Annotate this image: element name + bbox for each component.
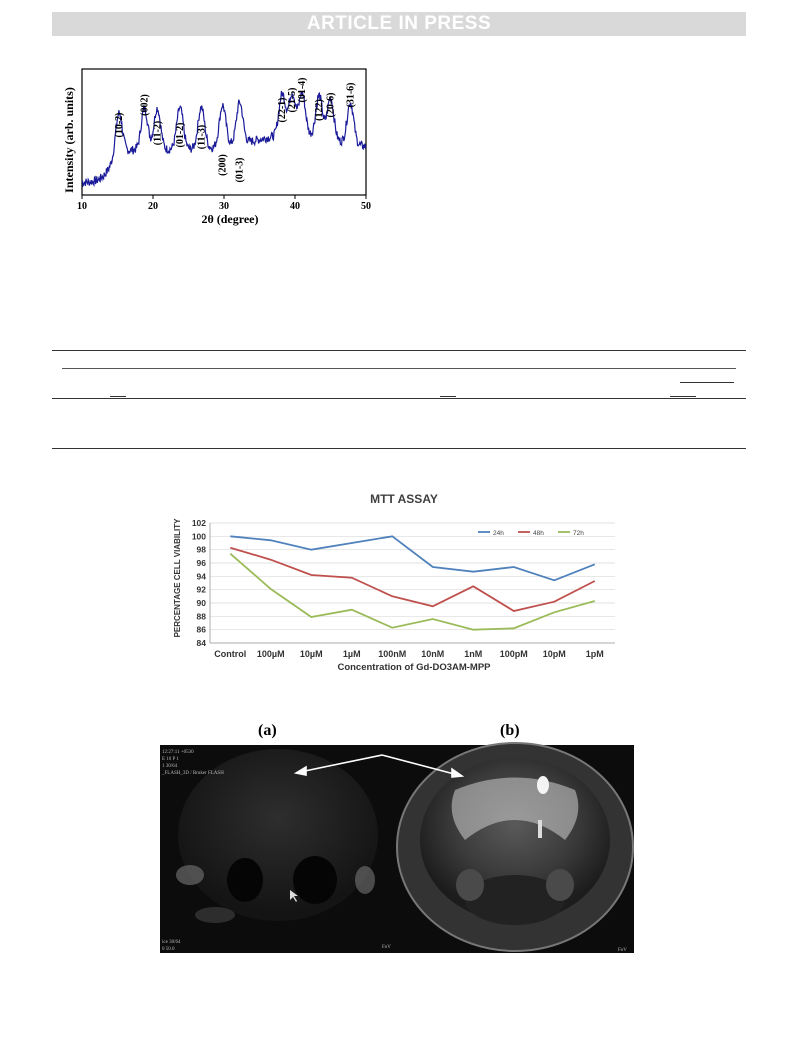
xrd-chart: (10-2) (002)(11-2) (01-2) (11-3) (200) (01-3)…: [62, 68, 371, 226]
xrd-x-tick-label: 50: [361, 201, 371, 212]
mtt-y-tick-label: 88: [197, 611, 207, 621]
mri-overlay-line: E 10 P 1: [162, 757, 179, 762]
mtt-y-tick-label: 86: [197, 625, 207, 635]
mri-panel-a-label: (a): [258, 722, 277, 739]
table-rule-mini2: [110, 396, 126, 397]
table-rule-mini1: [680, 382, 734, 383]
xrd-x-tick-label: 20: [148, 201, 158, 212]
mtt-x-tick-label: 100µM: [257, 649, 285, 659]
mri-fov-label: FoV: [382, 945, 391, 950]
xrd-peak-label: (122): [314, 99, 325, 121]
mtt-x-tick-label: Control: [214, 649, 246, 659]
mri-overlay-line: ice 30/64: [162, 940, 181, 945]
article-in-press-banner: ARTICLE IN PRESS: [52, 12, 746, 36]
mtt-x-tick-label: 1pM: [586, 649, 604, 659]
mri-overlay-line: 0 50.0: [162, 947, 175, 952]
mtt-y-tick-label: 92: [197, 585, 207, 595]
xrd-peak-label: (31-6): [345, 83, 356, 108]
mtt-series-line-72h: [229, 553, 596, 631]
mtt-x-tick-label: 100pM: [500, 649, 528, 659]
mtt-y-tick-label: 102: [192, 518, 206, 528]
xrd-peak-label: (01-3): [235, 158, 246, 183]
table-rule-mid: [52, 398, 746, 399]
xrd-peak-label: (200): [218, 154, 229, 176]
mri-panel-b-label: (b): [500, 722, 520, 739]
mtt-legend-label: 72h: [573, 530, 584, 537]
mtt-assay-chart: MTT ASSAY 84 86 88 90 92 94 96 98 100 102 Control…: [173, 492, 615, 673]
mtt-y-tick-label: 94: [197, 571, 207, 581]
mtt-y-tick-label: 100: [192, 531, 206, 541]
table-rule-mini4: [670, 396, 696, 397]
mtt-legend-label: 24h: [493, 530, 504, 537]
xrd-y-axis-label: Intensity (arb. units): [62, 87, 76, 193]
xrd-peak-label: (01-2): [175, 123, 186, 148]
mri-overlay-line: 12:27:11 +0530: [162, 750, 194, 755]
mri-fov-label-b: FoV: [618, 948, 627, 953]
mri-panel-a: 12:27:11 +0530 E 10 P 1 1 30/64 _FLASH_3…: [160, 745, 396, 953]
xrd-peak-label: (10-2): [114, 113, 125, 138]
xrd-peak-label: (11-2): [152, 121, 163, 145]
mri-panel-b: FoV: [396, 742, 634, 953]
table-rule-mini3: [440, 396, 456, 397]
mtt-y-tick-label: 98: [197, 545, 207, 555]
mtt-y-axis-label: PERCENTAGE CELL VIABILITY: [173, 518, 182, 637]
mtt-title: MTT ASSAY: [370, 492, 438, 506]
mtt-y-tick-label: 96: [197, 558, 207, 568]
xrd-peak-label: (002): [139, 94, 150, 116]
mtt-series-line-48h: [230, 546, 596, 612]
xrd-x-axis-label: 2θ (degree): [201, 212, 258, 226]
table-rule-bottom: [52, 448, 746, 449]
xrd-peak-label: (11-3): [196, 125, 207, 149]
table-rule-sub: [62, 368, 736, 369]
mtt-x-axis-label: Concentration of Gd-DO3AM-MPP: [337, 662, 491, 673]
mtt-y-tick-label: 90: [197, 598, 207, 608]
xrd-x-tick-label: 10: [77, 201, 87, 212]
mtt-x-tick-label: 1nM: [464, 649, 482, 659]
mri-overlay-line: _FLASH_3D / Bruker FLASH: [161, 771, 224, 776]
mtt-x-tick-label: 1µM: [343, 649, 361, 659]
mri-figure: (a) (b) 12:27:11 +0530 E 10 P 1 1 30/64 …: [160, 722, 634, 953]
mtt-x-tick-label: 10µM: [300, 649, 323, 659]
xrd-x-tick-label: 40: [290, 201, 300, 212]
mtt-x-tick-label: 100nM: [378, 649, 406, 659]
mri-arrows: [293, 754, 465, 778]
xrd-peak-label: (01-4): [297, 78, 308, 103]
mtt-x-tick-label: 10pM: [543, 649, 566, 659]
xrd-peak-label: (21-5): [287, 88, 298, 113]
xrd-peak-label: (20-6): [326, 93, 337, 118]
table-rule-top: [52, 350, 746, 351]
mtt-legend-label: 48h: [533, 530, 544, 537]
mtt-y-tick-label: 84: [197, 638, 207, 648]
xrd-peak-label: (22-1): [277, 98, 288, 123]
mtt-x-tick-label: 10nM: [421, 649, 444, 659]
xrd-pattern-line: [81, 90, 367, 188]
xrd-x-tick-label: 30: [219, 201, 229, 212]
mri-overlay-line: 1 30/64: [162, 764, 178, 769]
mtt-series-line-24h: [230, 535, 596, 582]
